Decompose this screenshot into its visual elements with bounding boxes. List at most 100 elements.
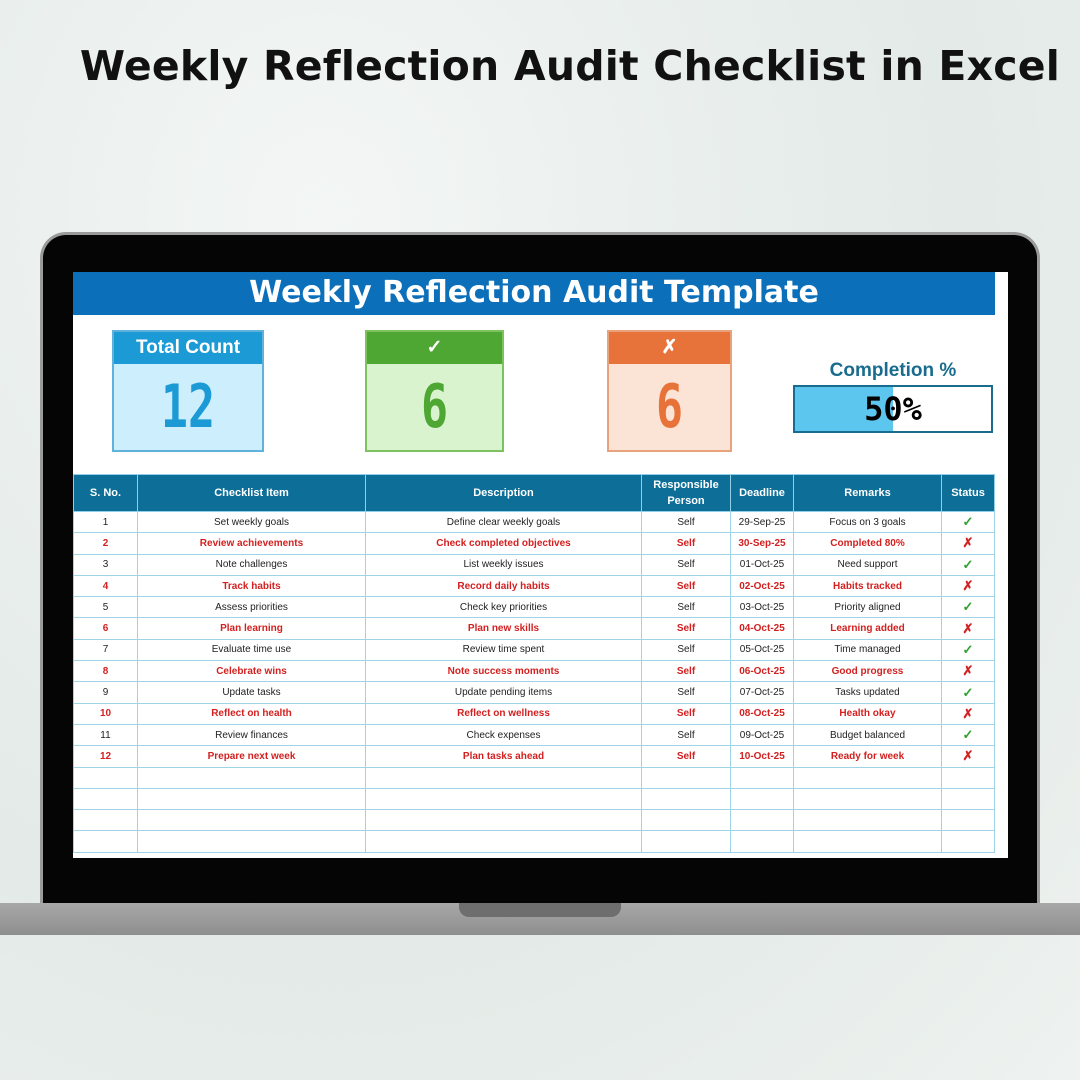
cell-deadline[interactable]: 09-Oct-25: [730, 723, 794, 747]
cell-description[interactable]: Reflect on wellness: [365, 702, 642, 725]
cell-checklist-item[interactable]: Note challenges: [137, 553, 366, 576]
table-row[interactable]: 12 Prepare next week Plan tasks ahead Self 1…: [73, 745, 995, 768]
empty-cell[interactable]: [73, 830, 138, 853]
empty-cell[interactable]: [137, 809, 366, 832]
empty-cell[interactable]: [137, 766, 366, 789]
empty-row[interactable]: [73, 787, 995, 811]
cell-description[interactable]: Review time spent: [365, 638, 642, 662]
cell-deadline[interactable]: 06-Oct-25: [730, 660, 794, 683]
cell-checklist-item[interactable]: Evaluate time use: [137, 638, 366, 662]
cell-sno[interactable]: 11: [73, 723, 138, 747]
cell-remarks[interactable]: Ready for week: [793, 745, 942, 768]
table-row[interactable]: 5 Assess priorities Check key priorities Se…: [73, 596, 995, 619]
empty-cell[interactable]: [365, 809, 642, 832]
cell-responsible-person[interactable]: Self: [641, 574, 731, 598]
empty-cell[interactable]: [941, 787, 995, 811]
empty-row[interactable]: [73, 766, 995, 789]
table-row[interactable]: 8 Celebrate wins Note success moments Self 0…: [73, 660, 995, 683]
empty-cell[interactable]: [137, 830, 366, 853]
cell-checklist-item[interactable]: Prepare next week: [137, 745, 366, 768]
cell-responsible-person[interactable]: Self: [641, 532, 731, 555]
column-header-sno[interactable]: S. No.: [73, 474, 138, 512]
empty-cell[interactable]: [137, 787, 366, 811]
table-row[interactable]: 10 Reflect on health Reflect on wellness Se…: [73, 702, 995, 725]
cell-checklist-item[interactable]: Celebrate wins: [137, 660, 366, 683]
empty-cell[interactable]: [641, 809, 731, 832]
empty-cell[interactable]: [941, 830, 995, 853]
cell-description[interactable]: Plan tasks ahead: [365, 745, 642, 768]
cell-sno[interactable]: 1: [73, 510, 138, 534]
cell-sno[interactable]: 3: [73, 553, 138, 576]
cell-deadline[interactable]: 10-Oct-25: [730, 745, 794, 768]
cell-description[interactable]: Check completed objectives: [365, 532, 642, 555]
empty-cell[interactable]: [73, 809, 138, 832]
column-header-status[interactable]: Status: [941, 474, 995, 512]
table-row[interactable]: 9 Update tasks Update pending items Self 07-…: [73, 681, 995, 704]
empty-cell[interactable]: [73, 766, 138, 789]
cell-description[interactable]: Check expenses: [365, 723, 642, 747]
empty-cell[interactable]: [941, 766, 995, 789]
cell-sno[interactable]: 7: [73, 638, 138, 662]
empty-cell[interactable]: [793, 787, 942, 811]
empty-cell[interactable]: [793, 766, 942, 789]
cell-responsible-person[interactable]: Self: [641, 745, 731, 768]
cell-responsible-person[interactable]: Self: [641, 681, 731, 704]
cell-remarks[interactable]: Health okay: [793, 702, 942, 725]
check-icon[interactable]: ✓: [941, 553, 995, 576]
cell-responsible-person[interactable]: Self: [641, 660, 731, 683]
table-row[interactable]: 3 Note challenges List weekly issues Self 01…: [73, 553, 995, 576]
empty-cell[interactable]: [941, 809, 995, 832]
empty-row[interactable]: [73, 809, 995, 832]
cell-remarks[interactable]: Need support: [793, 553, 942, 576]
check-icon[interactable]: ✓: [941, 638, 995, 662]
cell-remarks[interactable]: Completed 80%: [793, 532, 942, 555]
empty-cell[interactable]: [730, 766, 794, 789]
empty-cell[interactable]: [73, 787, 138, 811]
empty-cell[interactable]: [730, 809, 794, 832]
cell-description[interactable]: Record daily habits: [365, 574, 642, 598]
cell-sno[interactable]: 10: [73, 702, 138, 725]
cell-checklist-item[interactable]: Assess priorities: [137, 596, 366, 619]
cross-icon[interactable]: ✗: [941, 617, 995, 640]
cell-checklist-item[interactable]: Plan learning: [137, 617, 366, 640]
check-icon[interactable]: ✓: [941, 596, 995, 619]
cell-checklist-item[interactable]: Track habits: [137, 574, 366, 598]
cell-remarks[interactable]: Learning added: [793, 617, 942, 640]
table-row[interactable]: 4 Track habits Record daily habits Self 02-O…: [73, 574, 995, 598]
check-icon[interactable]: ✓: [941, 723, 995, 747]
cross-icon[interactable]: ✗: [941, 574, 995, 598]
column-header-remarks[interactable]: Remarks: [793, 474, 942, 512]
empty-cell[interactable]: [730, 830, 794, 853]
cell-deadline[interactable]: 08-Oct-25: [730, 702, 794, 725]
cell-deadline[interactable]: 02-Oct-25: [730, 574, 794, 598]
cell-description[interactable]: List weekly issues: [365, 553, 642, 576]
cell-sno[interactable]: 2: [73, 532, 138, 555]
cross-icon[interactable]: ✗: [941, 532, 995, 555]
empty-cell[interactable]: [793, 830, 942, 853]
cell-description[interactable]: Check key priorities: [365, 596, 642, 619]
empty-cell[interactable]: [793, 809, 942, 832]
table-row[interactable]: 2 Review achievements Check completed obje…: [73, 532, 995, 555]
cell-sno[interactable]: 4: [73, 574, 138, 598]
table-row[interactable]: 11 Review finances Check expenses Self 09-Oc…: [73, 723, 995, 747]
table-row[interactable]: 6 Plan learning Plan new skills Self 04-Oct-…: [73, 617, 995, 640]
cell-sno[interactable]: 9: [73, 681, 138, 704]
cell-deadline[interactable]: 04-Oct-25: [730, 617, 794, 640]
cell-deadline[interactable]: 07-Oct-25: [730, 681, 794, 704]
cell-remarks[interactable]: Focus on 3 goals: [793, 510, 942, 534]
cell-deadline[interactable]: 01-Oct-25: [730, 553, 794, 576]
cell-description[interactable]: Note success moments: [365, 660, 642, 683]
cell-deadline[interactable]: 29-Sep-25: [730, 510, 794, 534]
cell-remarks[interactable]: Good progress: [793, 660, 942, 683]
empty-cell[interactable]: [641, 766, 731, 789]
check-icon[interactable]: ✓: [941, 681, 995, 704]
column-header-deadline[interactable]: Deadline: [730, 474, 794, 512]
cell-sno[interactable]: 8: [73, 660, 138, 683]
cell-responsible-person[interactable]: Self: [641, 510, 731, 534]
empty-cell[interactable]: [641, 787, 731, 811]
cell-remarks[interactable]: Time managed: [793, 638, 942, 662]
cell-description[interactable]: Update pending items: [365, 681, 642, 704]
cell-sno[interactable]: 12: [73, 745, 138, 768]
column-header-responsible-person[interactable]: Responsible Person: [641, 474, 731, 512]
cell-remarks[interactable]: Priority aligned: [793, 596, 942, 619]
